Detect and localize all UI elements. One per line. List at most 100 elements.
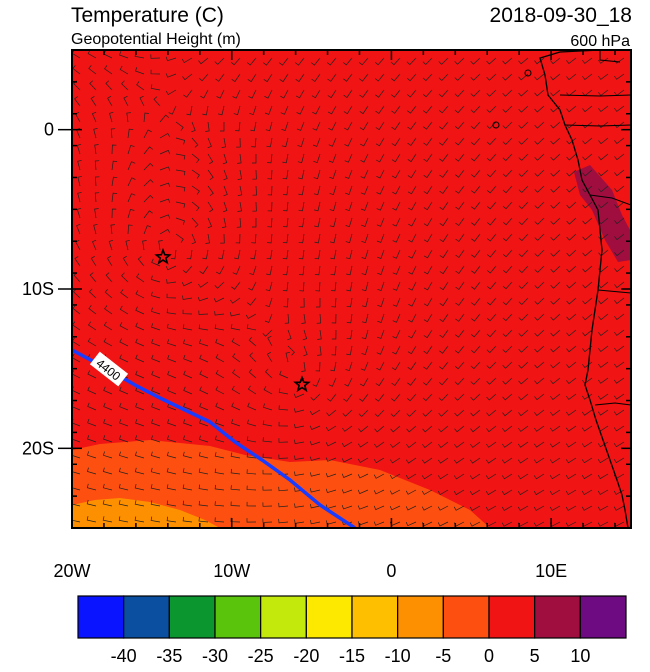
wind-barb [566, 361, 577, 369]
wind-barb [518, 281, 529, 289]
wind-barb [423, 361, 433, 370]
wind-barb [207, 137, 212, 149]
wind-barb [87, 418, 97, 427]
wind-barb [534, 393, 545, 401]
wind-barb [344, 121, 353, 131]
wind-barb [566, 121, 577, 129]
wind-barb [359, 73, 369, 82]
wind-barb [182, 500, 193, 507]
wind-barb [422, 393, 433, 402]
wind-barb [150, 307, 161, 315]
wind-barb [202, 105, 209, 116]
wind-barb [376, 233, 385, 243]
wind-barb [186, 249, 193, 260]
x-tick-label: 0 [386, 561, 396, 581]
wind-barb [454, 345, 465, 354]
wind-barb [214, 501, 225, 507]
wind-barb [550, 249, 561, 257]
wind-barb [134, 500, 145, 507]
wind-barb [77, 191, 82, 203]
wind-barb [283, 297, 289, 308]
y-tick-label: 10S [22, 279, 54, 299]
wind-barb [265, 368, 273, 379]
wind-barb [406, 73, 417, 82]
wind-barb [486, 329, 497, 338]
wind-barb [167, 354, 177, 363]
wind-barb [310, 519, 321, 525]
wind-barb [88, 321, 97, 331]
wind-barb [166, 516, 177, 523]
wind-barb [598, 137, 609, 145]
wind-barb [598, 361, 609, 368]
wind-barb [518, 297, 529, 305]
wind-barb [143, 129, 152, 139]
wind-barb [438, 377, 449, 386]
wind-barb [502, 153, 513, 162]
wind-barb [391, 105, 401, 114]
wind-barb [518, 137, 529, 145]
wind-barb [168, 105, 177, 115]
wind-barb [455, 297, 465, 306]
wind-barb [454, 441, 465, 448]
wind-barb [614, 249, 625, 257]
wind-barb [262, 518, 273, 523]
wind-barb [267, 201, 273, 212]
wind-barb [439, 281, 449, 291]
wind-barb [518, 425, 529, 432]
wind-barb [120, 289, 129, 299]
wind-barb [534, 345, 545, 353]
wind-barb [550, 457, 561, 464]
wind-barb [150, 69, 161, 75]
wind-barb [377, 297, 385, 307]
wind-barb [126, 112, 131, 123]
wind-barb [266, 137, 273, 148]
wind-barb [423, 249, 433, 259]
wind-barb [582, 137, 593, 145]
wind-barb [282, 249, 289, 260]
wind-barb [391, 169, 401, 179]
wind-barb [342, 57, 353, 66]
wind-barb [135, 338, 145, 347]
wind-barb [582, 361, 593, 368]
wind-barb [614, 137, 625, 144]
wind-barb [182, 451, 193, 459]
colorbar-swatch [168, 595, 216, 639]
colorbar-label: -30 [202, 646, 228, 666]
wind-barb [346, 313, 353, 324]
wind-barb [250, 121, 257, 132]
wind-barb [215, 386, 225, 395]
wind-barb [143, 163, 154, 171]
wind-barb [282, 153, 289, 164]
wind-barb [165, 265, 177, 271]
wind-barb [614, 105, 625, 112]
wind-barb [392, 329, 401, 339]
wind-barb [136, 273, 145, 283]
wind-barb [300, 297, 305, 308]
wind-barb [375, 121, 385, 131]
wind-barb [252, 185, 257, 196]
wind-barb [123, 95, 129, 107]
wind-barb [266, 351, 273, 363]
wind-barb [598, 185, 609, 193]
wind-barb [598, 265, 609, 273]
wind-barb [121, 272, 129, 283]
wind-barb [566, 153, 577, 161]
wind-barb [143, 210, 153, 219]
wind-barb [198, 468, 209, 475]
wind-barb [360, 153, 369, 163]
wind-barb [392, 265, 401, 275]
wind-barb [151, 419, 161, 427]
wind-barb [313, 153, 321, 164]
wind-barb [221, 137, 227, 148]
wind-barb [614, 393, 625, 400]
wind-barb [191, 185, 200, 195]
wind-barb [598, 393, 609, 400]
wind-barb [287, 345, 295, 356]
wind-barb [360, 185, 369, 195]
wind-barb [298, 201, 305, 212]
wind-barb [118, 500, 129, 507]
wind-barb [135, 402, 145, 411]
wind-barb [191, 121, 196, 133]
wind-barb [502, 185, 513, 194]
wind-barb [134, 516, 145, 523]
